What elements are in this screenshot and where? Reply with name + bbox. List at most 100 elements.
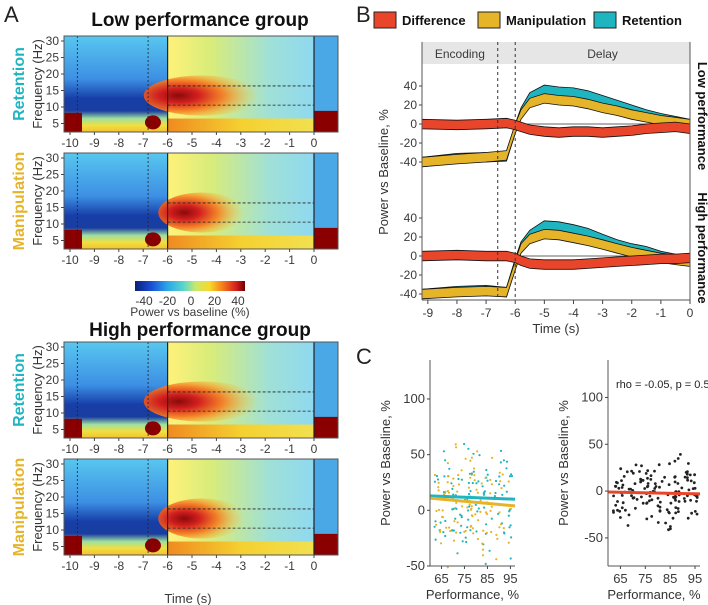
- scatter-point: [695, 512, 699, 516]
- scatter-point: [656, 504, 660, 508]
- scatter-point: [470, 472, 473, 475]
- panel-label-c: C: [356, 344, 372, 369]
- scatter-point: [656, 521, 660, 524]
- scatter-point: [460, 516, 463, 519]
- y-axis-title: Power vs Baseline, %: [556, 400, 571, 526]
- scatter-point: [674, 511, 678, 515]
- scatter-point: [508, 475, 512, 478]
- x-tick-label: -8: [452, 306, 463, 320]
- x-tick-label: 65: [434, 571, 448, 586]
- heatmap-alpha-hotspot: [158, 498, 246, 539]
- x-tick-label: 85: [663, 571, 677, 586]
- y-tick-label: 40: [404, 211, 418, 225]
- y-tick-label: -40: [400, 155, 418, 169]
- heatmap-frame: [63, 152, 339, 250]
- colorbar-ticks: -40 -20 0 20 40: [135, 294, 245, 308]
- scatter-point: [644, 472, 648, 475]
- scatter-point: [489, 478, 492, 481]
- scatter-point: [509, 507, 512, 510]
- scatter-point: [653, 482, 657, 485]
- heatmap-encoding-patch: [144, 538, 161, 553]
- scatter-point: [452, 477, 455, 480]
- scatter-point: [469, 490, 472, 493]
- scatter-point: [505, 490, 508, 493]
- scatter-point: [499, 523, 503, 526]
- scatter-point: [620, 494, 624, 497]
- scatter-point: [437, 489, 440, 492]
- scatter-point: [455, 507, 458, 510]
- heatmap-x-tick-label: -8: [113, 559, 124, 573]
- heatmap-x-tick-label: -4: [211, 253, 222, 267]
- scatter-point: [435, 509, 438, 513]
- scatter-point: [641, 501, 645, 505]
- scatter-point: [619, 516, 622, 519]
- scatter-point: [616, 500, 619, 503]
- scatter-point: [464, 529, 467, 533]
- panel-label-b: B: [356, 2, 371, 27]
- scatter-point: [482, 529, 485, 532]
- scatter-point: [434, 538, 437, 541]
- scatter-point: [484, 511, 488, 514]
- y-tick-label: 100: [581, 389, 603, 404]
- x-tick-label: 75: [457, 571, 471, 586]
- scatter-point: [450, 482, 453, 485]
- scatter-point: [474, 503, 477, 506]
- colorbar: [135, 281, 245, 291]
- panel-label-a: A: [4, 2, 19, 27]
- scatter-point: [631, 471, 635, 475]
- heatmap-x-tick-label: -2: [260, 559, 271, 573]
- scatter-point: [495, 558, 498, 561]
- scatter-point: [491, 456, 494, 459]
- scatter-point: [501, 493, 504, 496]
- scatter-point: [633, 482, 637, 485]
- heatmap-x-tick-label: -7: [138, 442, 149, 456]
- scatter-point: [446, 489, 449, 493]
- scatter-point: [612, 511, 615, 514]
- scatter-point: [669, 501, 673, 505]
- scatter-point: [667, 483, 671, 486]
- y-axis-title: Power vs Baseline, %: [378, 400, 393, 526]
- heatmap-x-tick-label: -6: [162, 253, 173, 267]
- heatmap-x-tick-label: -5: [187, 253, 198, 267]
- row-label-high: High performance: [695, 192, 708, 303]
- scatter-point: [649, 474, 653, 477]
- scatter-point: [466, 506, 469, 509]
- scatter-point: [674, 498, 677, 502]
- heatmap-x-tick-label: -8: [113, 136, 124, 150]
- heatmap-y-tick-label: 10: [46, 100, 60, 114]
- scatter-point: [498, 511, 501, 514]
- scatter-point: [626, 524, 630, 527]
- scatter-point: [461, 540, 464, 543]
- scatter-point: [653, 469, 656, 473]
- heatmap-x-tick-label: -1: [284, 253, 295, 267]
- phase-label-delay: Delay: [587, 47, 618, 61]
- heatmap-alpha-band-box: [167, 391, 314, 412]
- scatter-point: [669, 525, 672, 528]
- heatmap-x-tick-label: -9: [89, 442, 100, 456]
- scatter-point: [457, 477, 460, 481]
- legend-label-difference: Difference: [402, 13, 466, 28]
- scatter-point: [486, 479, 489, 482]
- heatmap-x-tick-label: -2: [260, 136, 271, 150]
- colorbar-tick-label: 0: [188, 294, 195, 308]
- scatter-point: [488, 549, 491, 552]
- scatter-point: [656, 496, 660, 500]
- legend-label-manipulation: Manipulation: [506, 13, 586, 28]
- scatter-point: [468, 503, 471, 506]
- scatter-point: [634, 506, 637, 510]
- scatter-point: [476, 537, 479, 541]
- scatter-point: [653, 487, 657, 490]
- scatter-point: [476, 450, 479, 453]
- scatter-point: [680, 486, 684, 490]
- scatter-point: [620, 486, 624, 489]
- heatmap-x-tick-label: -9: [89, 559, 100, 573]
- y-tick-label: 0: [410, 117, 417, 131]
- scatter-point: [472, 467, 476, 470]
- scatter-point: [454, 517, 457, 520]
- heatmap-x-tick-label: -1: [284, 442, 295, 456]
- scatter-point: [502, 459, 505, 462]
